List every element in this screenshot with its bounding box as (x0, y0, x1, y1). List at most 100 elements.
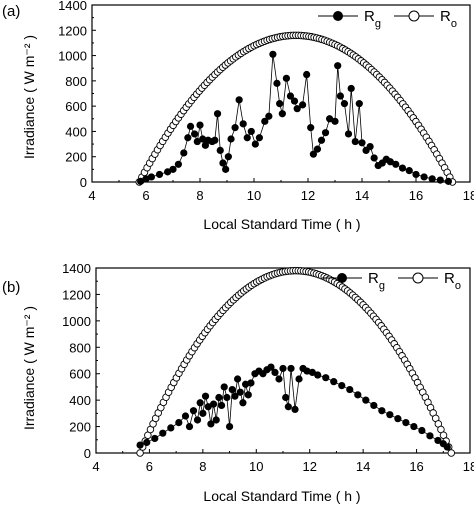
rg-point (247, 127, 255, 136)
y-tick-label: 200 (65, 150, 87, 165)
rg-point (233, 375, 242, 383)
rg-point (398, 164, 407, 172)
panel-a: (a) Irradiance ( W m⁻² ) Local Standard … (2, 0, 474, 232)
rg-point (273, 79, 281, 87)
rg-point (426, 432, 434, 440)
rg-point (351, 137, 359, 146)
rg-point (265, 112, 273, 120)
rg-series-b (136, 363, 451, 451)
x-tick-label: 8 (199, 459, 206, 474)
rg-point (326, 115, 334, 123)
rg-point (286, 92, 295, 100)
rg-point (228, 385, 236, 394)
rg-point (212, 416, 220, 424)
rg-point (143, 438, 151, 447)
rg-point (216, 146, 224, 154)
rg-point (355, 100, 363, 108)
legend-ro-label-a: Ro (440, 8, 457, 30)
rg-point (386, 411, 394, 419)
legend-subscript: o (455, 280, 461, 292)
rg-point (402, 419, 410, 427)
rg-point (174, 160, 182, 168)
rg-point (331, 117, 339, 125)
x-axis-label-b: Local Standard Time ( h ) (203, 488, 360, 504)
rg-point (159, 429, 167, 437)
panel-b: (b) Irradiance ( W m⁻² ) Local Standard … (2, 261, 474, 504)
rg-point (358, 139, 366, 147)
legend-ro-text-a: R (440, 8, 451, 25)
y-tick-label: 200 (69, 420, 91, 435)
legend-rg-text-a: R (364, 8, 375, 25)
rg-point (405, 167, 413, 175)
rg-point (147, 173, 155, 181)
rg-point (181, 412, 190, 420)
ro-series-b (136, 266, 456, 457)
legend-ro-text-b: R (444, 270, 455, 287)
rg-point (243, 134, 251, 142)
rg-point (322, 374, 330, 382)
y-tick-label: 400 (65, 124, 87, 139)
rg-point (347, 84, 355, 93)
rg-point (410, 422, 418, 431)
rg-point (213, 110, 222, 118)
legend-rg-marker-a (333, 11, 343, 21)
rg-point (247, 379, 255, 387)
rg-point (169, 165, 177, 173)
rg-point (267, 363, 275, 371)
rg-point (211, 136, 219, 144)
x-tick-label: 6 (146, 459, 153, 474)
x-tick-label: 18 (463, 188, 474, 203)
rg-point (261, 117, 269, 125)
y-axis-label-b: Irradiance ( W m⁻² ) (21, 306, 37, 430)
rg-point (244, 391, 252, 399)
rg-point (155, 170, 164, 179)
rg-point (299, 101, 307, 109)
rg-point (225, 422, 234, 431)
rg-point (418, 426, 426, 435)
rg-point (235, 96, 243, 104)
rg-point (278, 110, 286, 118)
rg-point (223, 393, 231, 402)
rg-point (386, 158, 394, 166)
rg-point (313, 145, 322, 153)
rg-point (308, 368, 316, 376)
rg-point (231, 392, 239, 400)
legend-subscript: g (379, 280, 385, 292)
x-tick-label: 8 (196, 188, 203, 203)
rg-point (436, 176, 444, 184)
ro-point (447, 449, 456, 457)
rg-point (255, 134, 263, 142)
rg-point (239, 120, 247, 128)
rg-point (309, 150, 317, 158)
rg-point (199, 135, 207, 143)
rg-point (222, 165, 230, 173)
y-tick-label: 800 (69, 340, 91, 355)
rg-point (412, 170, 420, 179)
y-tick-label: 0 (80, 175, 87, 190)
ro-point (136, 449, 144, 457)
rg-point (338, 382, 346, 390)
y-tick-label: 800 (65, 74, 87, 89)
axes-frame-a (91, 4, 471, 183)
y-tick-label: 600 (69, 367, 91, 382)
rg-point (142, 175, 150, 183)
rg-point (136, 441, 144, 449)
rg-point (291, 405, 299, 413)
rg-point (394, 415, 402, 423)
rg-point (204, 403, 212, 411)
rg-point (180, 149, 188, 157)
x-tick-label: 16 (409, 188, 423, 203)
rg-point (443, 443, 451, 451)
rg-point (346, 385, 354, 394)
rg-point (444, 177, 452, 185)
rg-point (220, 383, 228, 391)
rg-point (295, 375, 303, 383)
panel-label-a: (a) (2, 3, 20, 20)
y-tick-label: 600 (65, 99, 87, 114)
rg-point (236, 388, 244, 396)
y-tick-label: 0 (84, 446, 91, 461)
rg-point (217, 401, 226, 410)
x-tick-label: 6 (142, 188, 149, 203)
rg-point (199, 409, 207, 417)
legend-subscript: g (375, 18, 381, 30)
